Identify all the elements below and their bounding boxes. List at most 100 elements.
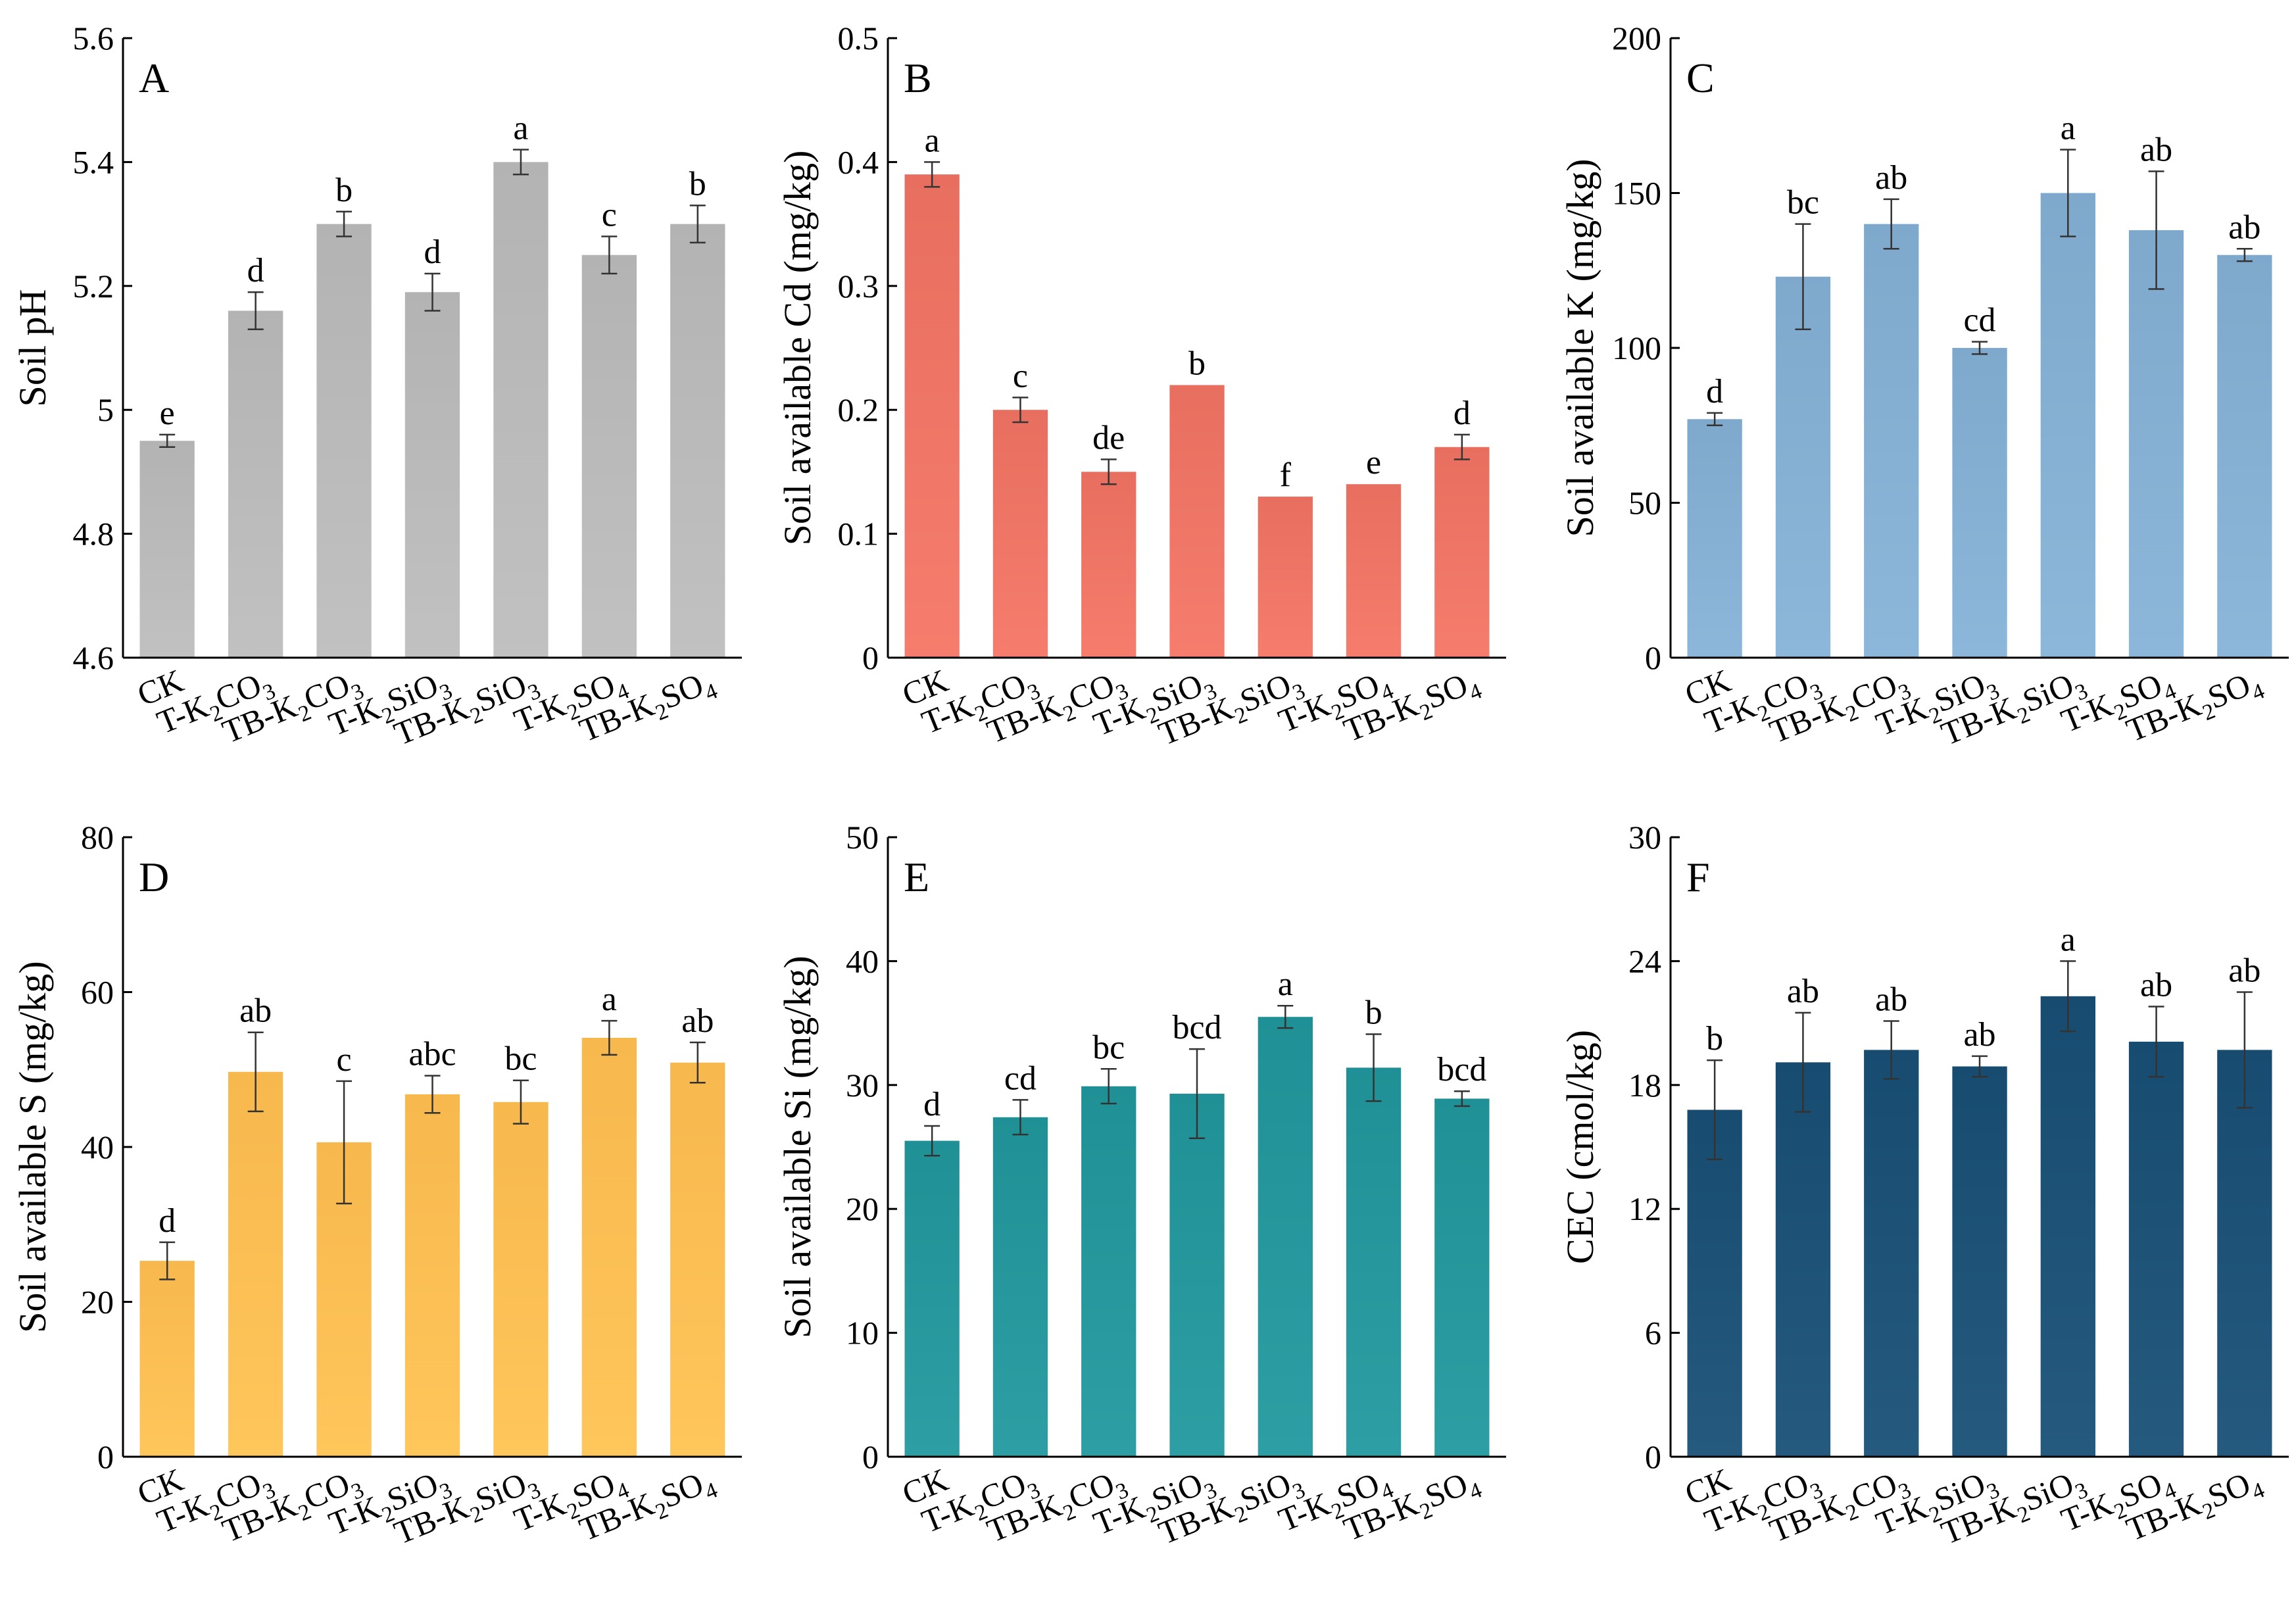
y-ticks: 0 6 12 18 24 30 [1628, 819, 1680, 1475]
y-tick-label: 18 [1628, 1067, 1661, 1104]
significance-letter: ab [2140, 966, 2172, 1004]
bar [1346, 1067, 1402, 1457]
panel-c: d bc ab cd a ab ab 0 50 100 150 200 Soil available K… [1559, 20, 2289, 752]
panel-f: b ab ab ab a ab ab 0 6 12 18 24 30 CEC (cmol/kg) F CKT-… [1559, 819, 2289, 1551]
significance-letter: a [1278, 965, 1293, 1003]
bar [1434, 447, 1490, 658]
bar [316, 224, 372, 658]
y-ticks: 0 10 20 30 40 50 [846, 819, 897, 1475]
bar [404, 292, 460, 658]
significance-letters: a c de b f e d [925, 122, 1471, 494]
bar [2217, 255, 2272, 658]
y-axis-title: Soil available Cd (mg/kg) [776, 151, 819, 546]
significance-letter: ab [2228, 952, 2260, 990]
bar [992, 1117, 1048, 1457]
y-tick-label: 4.6 [73, 639, 114, 676]
panel-letter: F [1686, 854, 1710, 900]
bar [1775, 276, 1831, 658]
significance-letters: d cd bc bcd a b bcd [923, 965, 1486, 1123]
bar [1687, 419, 1742, 658]
significance-letter: de [1092, 420, 1125, 457]
bar [904, 174, 960, 658]
significance-letter: abc [408, 1036, 456, 1073]
y-tick-label: 0 [97, 1438, 114, 1475]
significance-letter: ab [1963, 1016, 1995, 1054]
y-tick-label: 0.2 [838, 391, 879, 428]
significance-letter: ab [1787, 973, 1819, 1010]
panel-letter: D [139, 854, 169, 900]
significance-letter: a [513, 110, 528, 147]
error-bars [159, 149, 706, 448]
significance-letter: a [602, 981, 617, 1018]
y-tick-label: 0.3 [838, 268, 879, 305]
significance-letter: d [424, 233, 441, 271]
y-tick-label: 40 [846, 942, 879, 979]
y-axis-title: CEC (cmol/kg) [1559, 1030, 1601, 1264]
y-tick-label: 20 [846, 1190, 879, 1227]
bar [1864, 1050, 1919, 1457]
significance-letter: d [923, 1086, 940, 1123]
panel-e: d cd bc bcd a b bcd 0 10 20 30 40 50 Soil available S… [776, 819, 1506, 1551]
bar [1864, 224, 1919, 658]
y-tick-label: 24 [1628, 942, 1661, 979]
y-tick-label: 5.2 [73, 268, 114, 305]
significance-letter: c [602, 196, 617, 233]
y-ticks: 0 50 100 150 200 [1612, 20, 1680, 676]
y-tick-label: 40 [81, 1129, 114, 1165]
significance-letter: d [1453, 395, 1471, 432]
y-axis-title: Soil available S (mg/kg) [11, 961, 54, 1332]
y-tick-label: 5.4 [73, 143, 114, 180]
bar [581, 1038, 637, 1457]
y-tick-label: 0 [862, 1438, 879, 1475]
bar [1687, 1109, 1742, 1457]
bar [2040, 193, 2095, 658]
significance-letter: b [689, 165, 706, 203]
significance-letter: bc [504, 1040, 537, 1078]
y-tick-label: 10 [846, 1315, 879, 1352]
bar [228, 310, 283, 658]
x-tick-labels: CKT-K2CO3TB-K2CO3T-K2SiO3TB-K2SiO3T-K2SO… [897, 662, 1486, 752]
bar [139, 441, 195, 658]
bar [670, 224, 725, 658]
y-tick-label: 5 [97, 391, 114, 428]
significance-letter: a [925, 122, 940, 159]
significance-letter: ab [2140, 132, 2172, 169]
significance-letter: e [1366, 444, 1381, 481]
y-tick-label: 30 [846, 1067, 879, 1104]
y-tick-label: 12 [1628, 1190, 1661, 1227]
y-tick-label: 50 [1628, 485, 1661, 522]
x-tick-labels: CKT-K2CO3TB-K2CO3T-K2SiO3TB-K2SiO3T-K2SO… [132, 662, 721, 752]
significance-letter: b [1706, 1020, 1723, 1058]
y-tick-label: 50 [846, 819, 879, 856]
bar [2128, 1041, 2184, 1457]
significance-letter: d [159, 1202, 176, 1240]
bars [904, 174, 1490, 658]
y-tick-label: 5.6 [73, 20, 114, 57]
y-tick-label: 30 [1628, 819, 1661, 856]
significance-letter: ab [1875, 981, 1907, 1018]
significance-letter: bcd [1437, 1051, 1486, 1088]
y-tick-label: 80 [81, 819, 114, 856]
significance-letter: bcd [1172, 1009, 1221, 1046]
significance-letter: b [1188, 345, 1206, 383]
significance-letters: b ab ab ab a ab ab [1706, 921, 2260, 1058]
significance-letter: f [1280, 456, 1292, 494]
bar [1081, 472, 1136, 658]
significance-letters: d bc ab cd a ab ab [1706, 110, 2260, 410]
bar [493, 162, 549, 658]
y-tick-label: 0.4 [838, 143, 879, 180]
bar [493, 1102, 549, 1457]
significance-letter: c [1013, 357, 1028, 395]
bar [1434, 1098, 1490, 1457]
bars [139, 1038, 725, 1457]
significance-letter: ab [1875, 159, 1907, 197]
y-tick-label: 200 [1612, 20, 1661, 57]
significance-letter: ab [681, 1002, 714, 1040]
error-bars [159, 1019, 706, 1280]
y-tick-label: 0 [1645, 639, 1661, 676]
significance-letter: b [335, 172, 353, 209]
